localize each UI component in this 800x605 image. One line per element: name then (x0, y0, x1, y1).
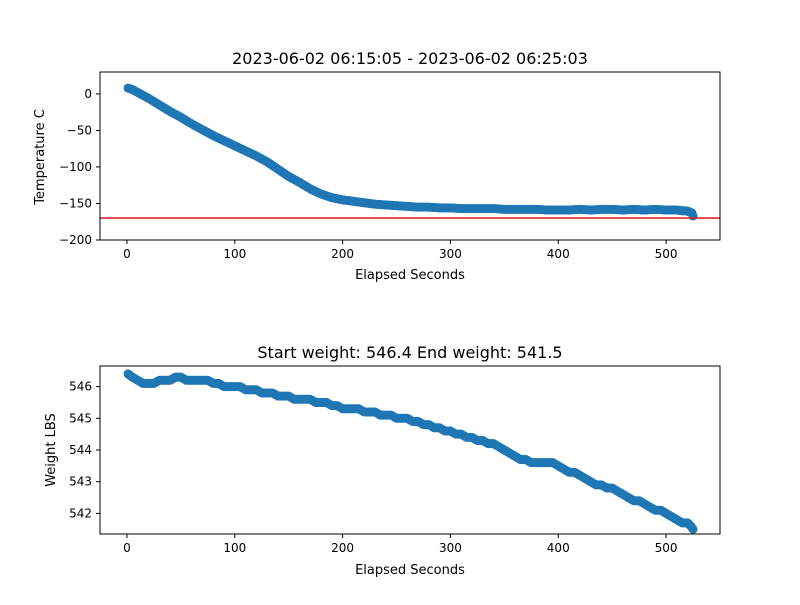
temperature-y-tick-label: −150 (59, 196, 92, 210)
temperature-x-tick-label: 500 (655, 247, 678, 261)
temperature-y-tick-label: −200 (59, 233, 92, 247)
temperature-x-tick-label: 400 (547, 247, 570, 261)
weight-x-tick-label: 200 (331, 541, 354, 555)
temperature-y-axis-label: Temperature C (33, 109, 48, 206)
weight-x-tick-label: 100 (223, 541, 246, 555)
temperature-x-tick-label: 0 (123, 247, 131, 261)
weight-y-tick-label: 545 (69, 411, 92, 425)
temperature-chart-title: 2023-06-02 06:15:05 - 2023-06-02 06:25:0… (232, 49, 588, 68)
temperature-x-axis-label: Elapsed Seconds (355, 268, 465, 283)
temperature-x-tick-label: 200 (331, 247, 354, 261)
weight-y-axis-label: Weight LBS (44, 413, 59, 487)
temperature-data-point (688, 211, 698, 221)
temperature-y-tick-label: −50 (67, 123, 92, 137)
weight-data-points (123, 369, 698, 534)
temperature-x-tick-label: 300 (439, 247, 462, 261)
weight-x-tick-label: 400 (547, 541, 570, 555)
weight-x-axis-label: Elapsed Seconds (355, 563, 465, 578)
weight-y-tick-label: 542 (69, 506, 92, 520)
weight-y-tick-label: 544 (69, 443, 92, 457)
weight-x-tick-label: 500 (655, 541, 678, 555)
temperature-y-tick-label: 0 (84, 87, 92, 101)
weight-plot-frame (99, 365, 721, 535)
weight-x-tick-label: 0 (123, 541, 131, 555)
temperature-y-tick-label: −100 (59, 160, 92, 174)
weight-ticks: 0 100 200 300 400 500 542 543 544 545 546 (69, 380, 677, 555)
temperature-axes: 2023-06-02 06:15:05 - 2023-06-02 06:25:0… (33, 49, 721, 283)
weight-y-tick-label: 543 (69, 475, 92, 489)
weight-chart-title: Start weight: 546.4 End weight: 541.5 (257, 343, 562, 362)
temperature-ticks: 0 100 200 300 400 500 0 −50 −100 −150 −200 (59, 87, 678, 261)
weight-y-tick-label: 546 (69, 380, 92, 394)
weight-axes: Start weight: 546.4 End weight: 541.5 El… (44, 343, 721, 578)
weight-data-point (688, 524, 698, 534)
temperature-plot-frame (99, 71, 721, 241)
weight-x-tick-label: 300 (439, 541, 462, 555)
temperature-data-points (100, 83, 720, 221)
temperature-x-tick-label: 100 (223, 247, 246, 261)
